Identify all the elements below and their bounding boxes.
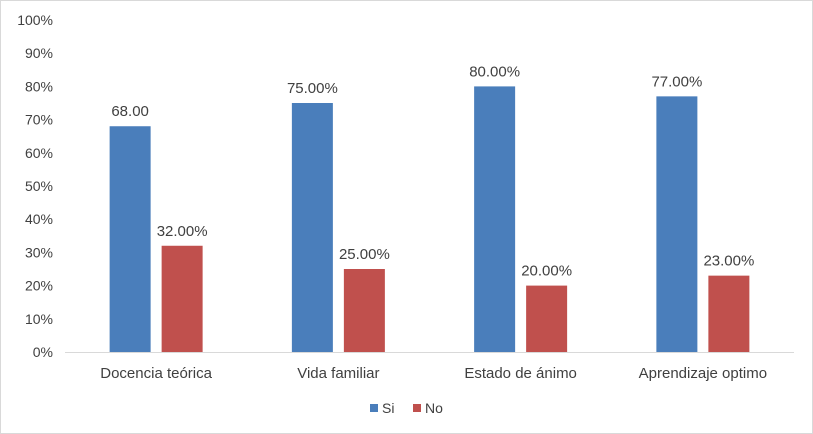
data-label: 77.00%: [651, 73, 702, 90]
y-tick-label: 40%: [25, 211, 53, 227]
y-tick-label: 90%: [25, 45, 53, 61]
y-tick-label: 100%: [17, 12, 53, 28]
legend-label-si: Si: [382, 400, 394, 416]
y-tick-label: 10%: [25, 311, 53, 327]
legend-swatch-no: [413, 404, 421, 412]
data-label: 23.00%: [703, 253, 754, 270]
y-axis: 0% 10% 20% 30% 40% 50% 60% 70% 80% 90% 100%: [17, 12, 53, 360]
bars: [109, 86, 750, 353]
bar-no: [708, 275, 750, 352]
x-tick-label: Vida familiar: [297, 365, 379, 382]
data-label: 25.00%: [339, 246, 390, 263]
legend-label-no: No: [425, 400, 443, 416]
bar-si: [656, 96, 698, 352]
data-label: 68.00: [111, 103, 149, 120]
bar-si: [291, 103, 333, 352]
bar-no: [343, 269, 385, 352]
data-label: 32.00%: [157, 223, 208, 240]
legend-swatch-si: [370, 404, 378, 412]
data-label: 75.00%: [287, 80, 338, 97]
y-tick-label: 0%: [33, 344, 53, 360]
data-label: 20.00%: [521, 263, 572, 280]
y-tick-label: 50%: [25, 178, 53, 194]
bar-si: [109, 126, 151, 353]
x-tick-label: Aprendizaje optimo: [639, 365, 767, 382]
x-tick-label: Estado de ánimo: [464, 365, 577, 382]
y-tick-label: 60%: [25, 145, 53, 161]
y-tick-label: 70%: [25, 112, 53, 128]
bar-no: [526, 285, 568, 352]
x-axis: Docencia teórica Vida familiar Estado de á…: [65, 352, 794, 382]
y-tick-label: 80%: [25, 78, 53, 94]
legend: Si No: [370, 400, 443, 416]
y-tick-label: 30%: [25, 244, 53, 260]
x-tick-label: Docencia teórica: [100, 365, 212, 382]
data-label: 80.00%: [469, 63, 520, 80]
bar-si: [474, 86, 516, 353]
bar-no: [161, 245, 203, 352]
data-labels: 68.00 32.00% 75.00% 25.00% 80.00% 20.00% 77.00…: [111, 63, 754, 279]
y-tick-label: 20%: [25, 278, 53, 294]
